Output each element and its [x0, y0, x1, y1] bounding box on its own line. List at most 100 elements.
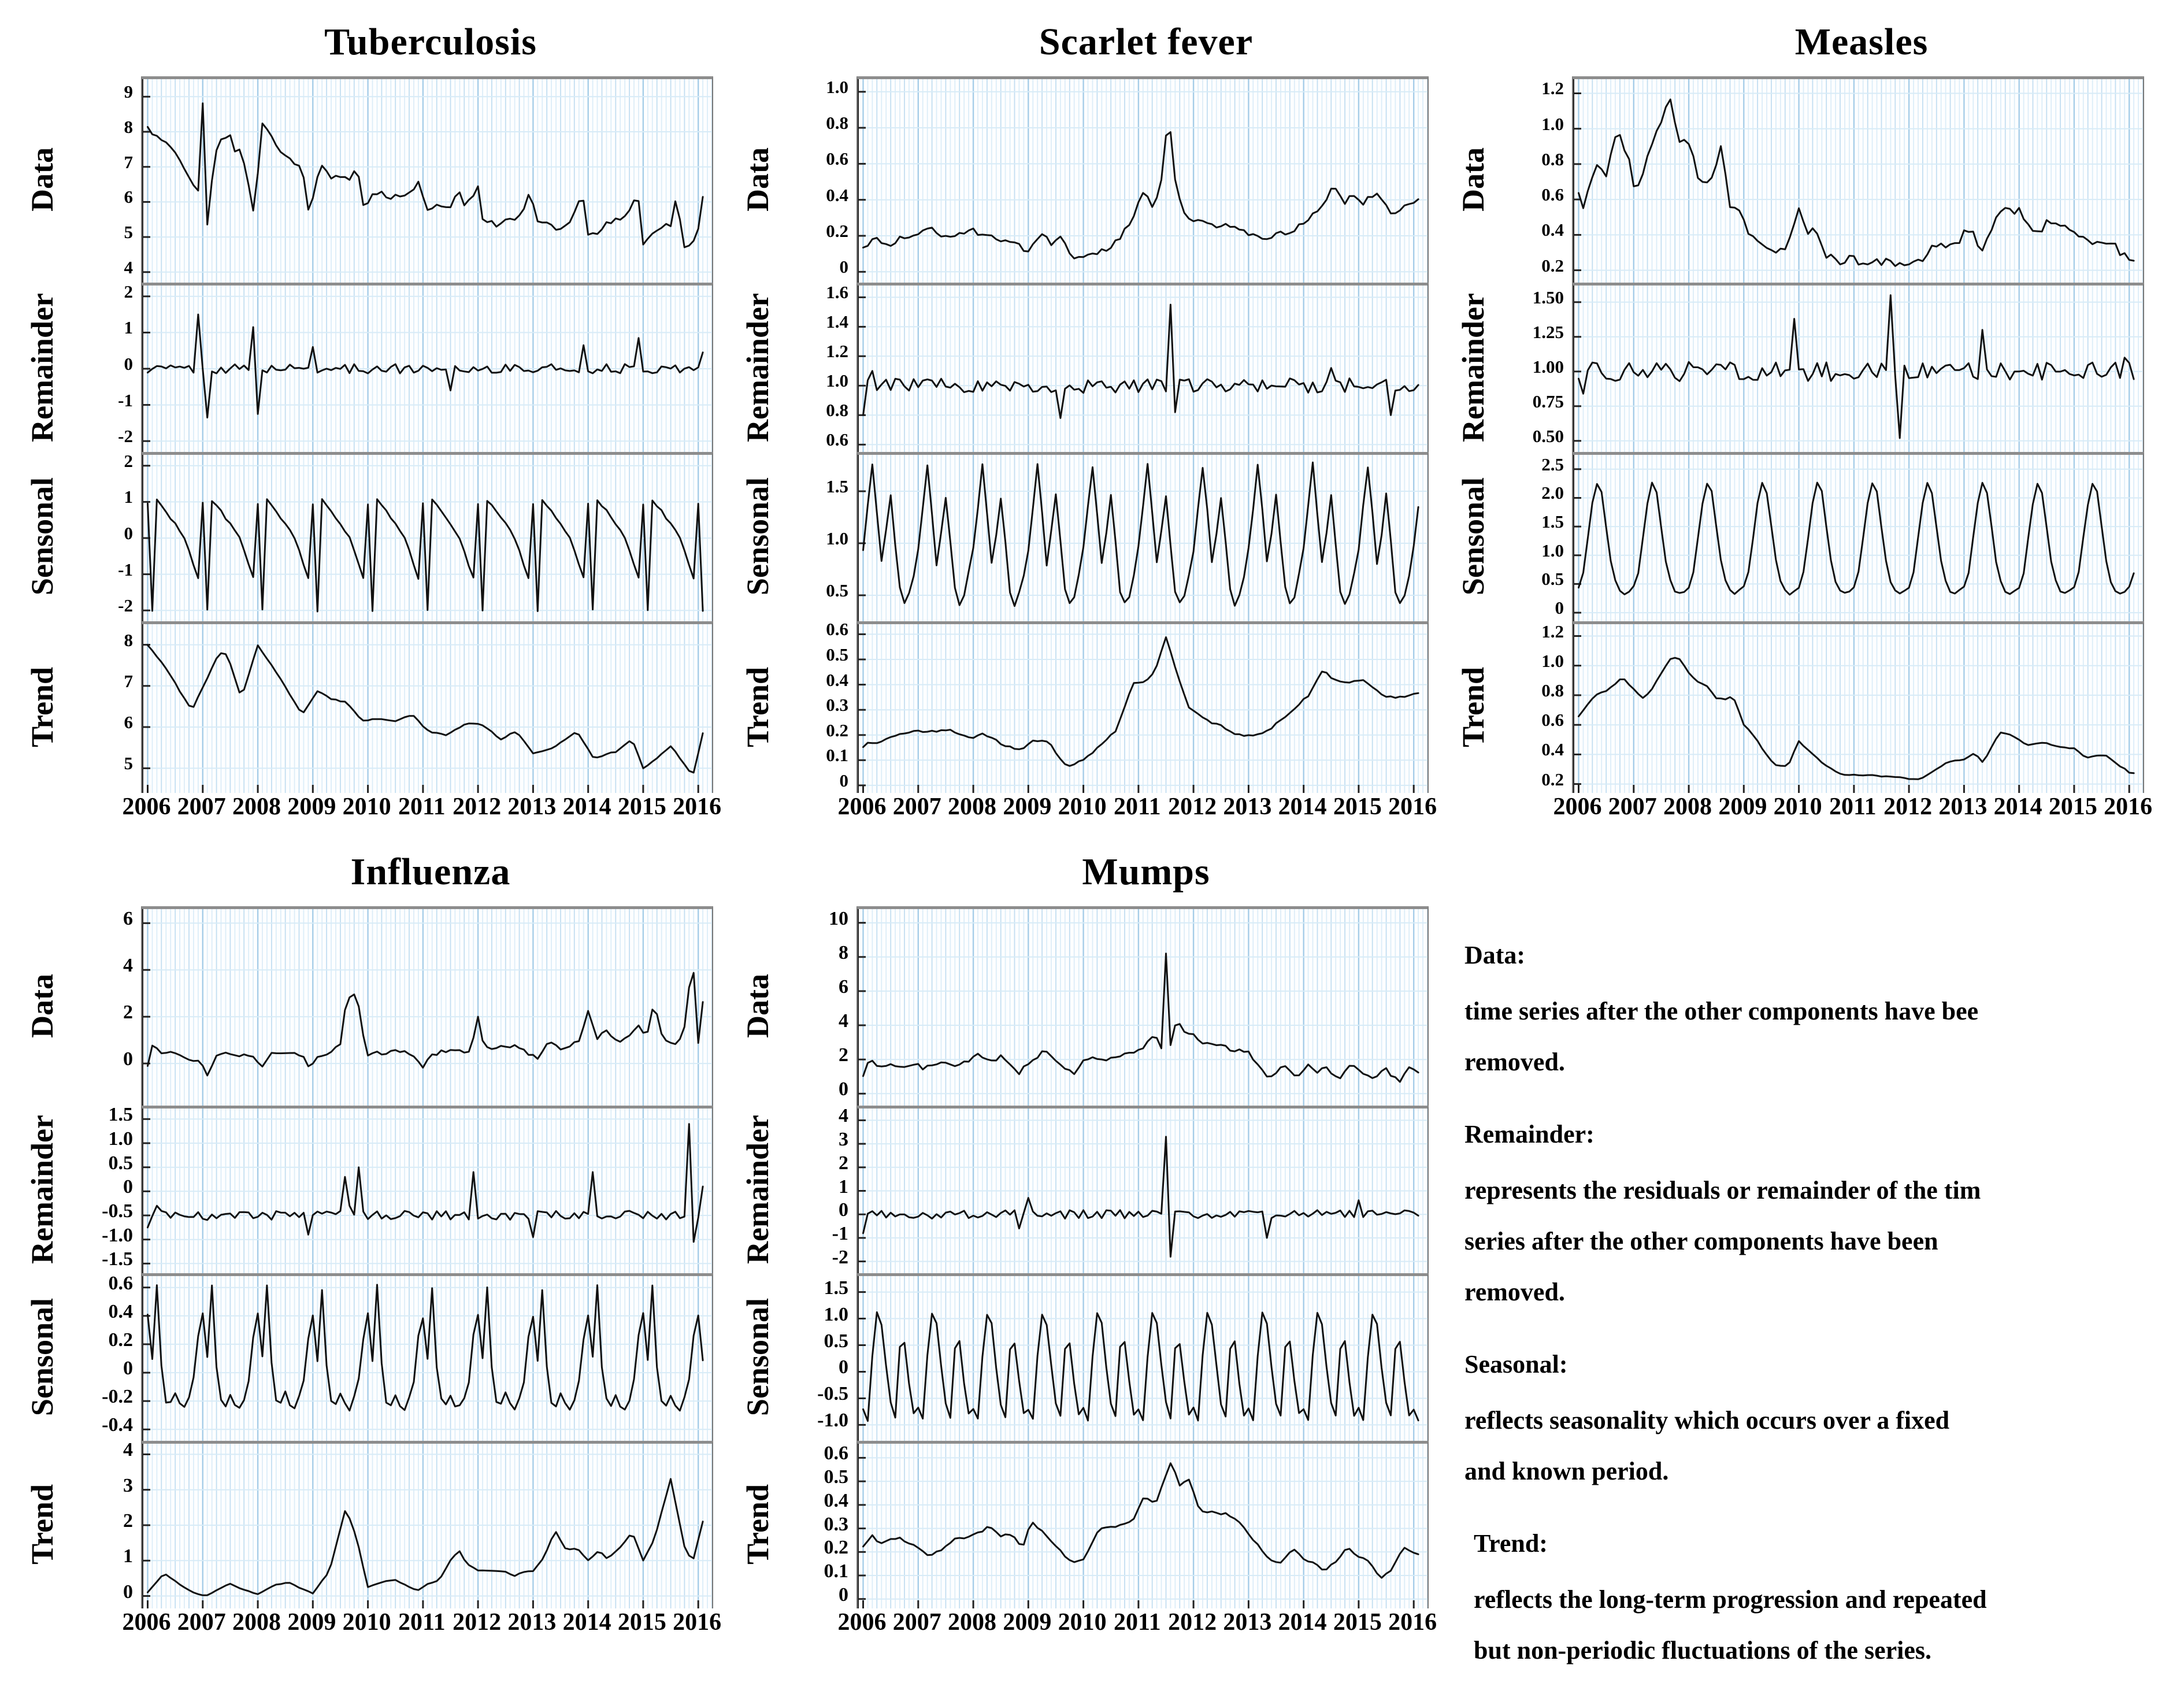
panel-label: Sensonal: [1448, 452, 1498, 621]
panel-plot-svg: [858, 286, 1427, 452]
y-tick-label: 2: [123, 1510, 133, 1532]
legend-section-data: Data: time series after the other compon…: [1464, 930, 2146, 1088]
y-tick-gutter: 1.2 1.0 0.8 0.6 0.4 0.2: [1498, 621, 1572, 790]
x-axis-labels: 2006 2007 2008 2009 2010 2011 2012 2013 2014 2015…: [123, 1608, 722, 1650]
y-tick-label: 6: [123, 908, 133, 930]
panel-label-text: Remainder: [740, 292, 775, 442]
panel-plot-svg: [142, 624, 712, 793]
y-tick-label: 0.50: [1532, 425, 1564, 446]
y-tick-gutter: 2 1 0 -1 -2: [67, 451, 141, 618]
x-tick-label: 2016: [2104, 794, 2153, 820]
x-tick-label: 2016: [1388, 1609, 1437, 1636]
x-tick-label: 2008: [948, 1609, 997, 1636]
panel-plot-remainder: [856, 283, 1429, 452]
panel-label: Trend: [17, 1441, 67, 1608]
x-tick-label: 2012: [453, 794, 502, 820]
panel-row-data: Data 1.2 1.0 0.8 0.6 0.4 0.2: [1448, 76, 2151, 283]
x-tick-label: 2009: [287, 1609, 336, 1636]
y-tick-label: 0: [123, 1358, 133, 1380]
y-tick-label: 0: [124, 523, 134, 543]
panel-row-trend: Trend 0.6 0.5 0.4 0.3 0.2 0.1 0: [733, 1441, 1436, 1608]
y-tick-label: 0.2: [1541, 769, 1564, 789]
panel-row-data: Data 10 8 6 4 2 0: [733, 906, 1436, 1106]
y-tick-label: 1.5: [824, 1277, 849, 1299]
panel-plot-svg: [142, 1276, 712, 1441]
panel-label: Sensonal: [733, 452, 783, 621]
y-tick-label: 1.0: [824, 1303, 849, 1325]
panel-label: Data: [1448, 76, 1498, 283]
panel-row-data: Data 6 4 2 0: [17, 906, 720, 1106]
y-tick-label: 1.5: [826, 476, 848, 496]
y-tick-label: 0.1: [826, 745, 848, 766]
panel-label: Data: [17, 906, 67, 1106]
y-tick-label: 0: [123, 1048, 133, 1070]
series-line: [862, 131, 1419, 259]
panel-label-text: Remainder: [1456, 292, 1490, 442]
panel-row-sensonal: Sensonal 2 1 0 -1 -2: [17, 451, 720, 621]
y-tick-label: 1.0: [826, 528, 848, 548]
x-tick-label: 2016: [1388, 794, 1437, 820]
y-tick-label: -1: [118, 390, 133, 410]
legend-line: reflects the long-term progression and r…: [1474, 1585, 1987, 1614]
legend-section-seasonal: Seasonal: reflects seasonality which occ…: [1464, 1340, 2146, 1497]
y-tick-label: 10: [829, 907, 848, 929]
x-tick-label: 2008: [1663, 794, 1712, 820]
x-tick-label: 2006: [837, 794, 887, 820]
y-tick-label: 3: [123, 1474, 133, 1496]
panel-plot-svg: [142, 909, 712, 1106]
y-tick-label: -1.5: [102, 1248, 133, 1270]
y-tick-label: 0.6: [826, 619, 848, 640]
x-axis-labels: 2006 2007 2008 2009 2010 2011 2012 2013 2014 2015…: [838, 793, 1437, 835]
chart-measles: Measles Data 1.2 1.0 0.8 0.6 0.4 0.2 Remainder 1.…: [1448, 8, 2153, 835]
x-tick-label: 2008: [232, 1609, 281, 1636]
x-tick-label: 2006: [837, 1609, 887, 1636]
y-tick-label: 0.5: [824, 1330, 849, 1352]
y-tick-gutter: 0.6 0.5 0.4 0.3 0.2 0.1 0: [783, 1441, 856, 1606]
series-line: [1578, 481, 2135, 596]
legend-line: represents the residuals or remainder of…: [1464, 1176, 1981, 1204]
y-tick-label: 0.8: [1541, 680, 1564, 700]
top-chart-row: Tuberculosis Data 9 8 7 6 5 4 Remainder 2 1 0 -1 -2 Se…: [0, 0, 2184, 835]
series-line: [147, 313, 704, 418]
panel-row-remainder: Remainder 1.5 1.0 0.5 0 -0.5 -1.0 -1.5: [17, 1104, 720, 1273]
y-tick-gutter: 10 8 6 4 2 0: [783, 906, 856, 1103]
panel-plot-svg: [858, 1276, 1427, 1441]
x-tick-label: 2007: [892, 1609, 941, 1636]
series-line: [1578, 98, 2135, 267]
y-tick-label: 3: [839, 1129, 848, 1151]
series-line: [862, 461, 1419, 607]
y-tick-label: 0.1: [824, 1560, 849, 1582]
panel-label-text: Data: [1456, 147, 1490, 212]
y-tick-label: 8: [124, 629, 134, 650]
x-tick-label: 2014: [1278, 1609, 1327, 1636]
y-tick-label: 0.4: [826, 184, 848, 205]
y-tick-label: 1.6: [826, 282, 848, 303]
series-line: [147, 1123, 704, 1243]
y-tick-label: 0.3: [824, 1513, 849, 1535]
panel-row-data: Data 9 8 7 6 5 4: [17, 76, 720, 283]
y-tick-gutter: 1.50 1.25 1.00 0.75 0.50: [1498, 283, 1572, 449]
panel-row-trend: Trend 4 3 2 1 0: [17, 1439, 720, 1608]
series-line: [862, 952, 1419, 1083]
x-tick-label: 2013: [1223, 794, 1272, 820]
y-tick-label: -2: [832, 1246, 848, 1268]
y-tick-label: 4: [839, 1105, 848, 1127]
panel-plot-remainder: [141, 1106, 713, 1273]
legend-line: but non-periodic fluctuations of the ser…: [1474, 1636, 1931, 1664]
y-tick-label: 8: [839, 941, 848, 963]
series-line: [1578, 294, 2135, 439]
panel-row-remainder: Remainder 1.50 1.25 1.00 0.75 0.50: [1448, 283, 2151, 452]
y-tick-label: 0.5: [826, 580, 848, 600]
panel-plot-svg: [1573, 286, 2143, 452]
y-tick-label: 1.2: [826, 341, 848, 362]
x-tick-label: 2007: [1608, 794, 1657, 820]
y-tick-label: 1: [124, 317, 134, 338]
y-tick-label: 0.8: [826, 113, 848, 134]
x-tick-label: 2010: [1773, 794, 1822, 820]
panel-plot-sensonal: [856, 1273, 1429, 1441]
x-tick-label: 2011: [1114, 1609, 1161, 1636]
panel-plot-svg: [858, 624, 1427, 793]
x-tick-label: 2006: [122, 794, 171, 820]
panel-label-text: Trend: [1456, 666, 1490, 748]
y-tick-label: -1.0: [102, 1224, 133, 1246]
